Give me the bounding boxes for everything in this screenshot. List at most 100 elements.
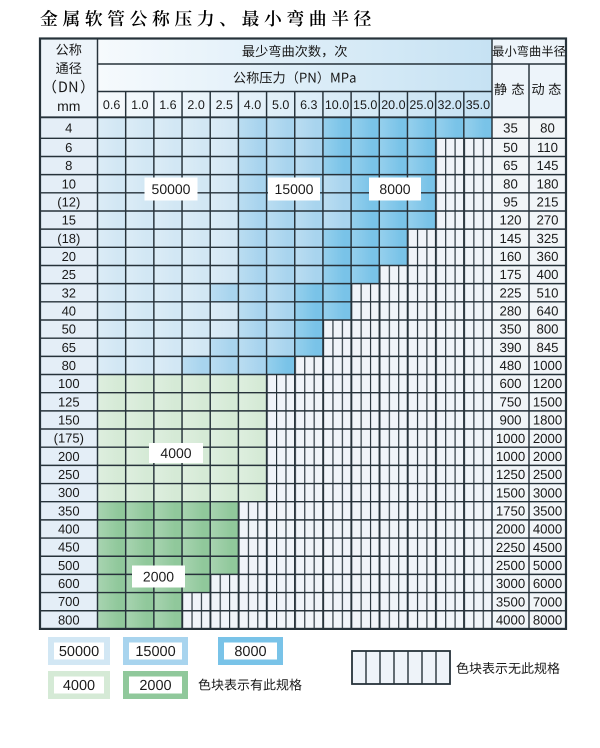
svg-text:1000: 1000 xyxy=(496,431,525,446)
svg-text:4: 4 xyxy=(65,120,72,135)
svg-text:125: 125 xyxy=(58,394,80,409)
svg-text:800: 800 xyxy=(58,612,80,627)
svg-text:95: 95 xyxy=(503,195,518,210)
svg-text:2000: 2000 xyxy=(139,678,171,694)
svg-text:4000: 4000 xyxy=(533,522,562,537)
svg-text:1800: 1800 xyxy=(533,413,562,428)
svg-text:6: 6 xyxy=(65,140,72,155)
svg-text:80: 80 xyxy=(540,120,555,135)
svg-text:2.0: 2.0 xyxy=(187,98,204,112)
svg-text:845: 845 xyxy=(536,340,558,355)
svg-text:35.0: 35.0 xyxy=(466,98,490,112)
svg-text:32.0: 32.0 xyxy=(438,98,462,112)
svg-text:1000: 1000 xyxy=(533,358,562,373)
svg-text:7000: 7000 xyxy=(533,594,562,609)
svg-text:2500: 2500 xyxy=(533,467,562,482)
svg-text:50000: 50000 xyxy=(59,644,99,660)
svg-text:2000: 2000 xyxy=(496,522,525,537)
svg-text:180: 180 xyxy=(536,176,558,191)
svg-text:65: 65 xyxy=(62,340,76,355)
svg-text:400: 400 xyxy=(536,267,558,282)
svg-text:300: 300 xyxy=(58,485,80,500)
svg-text:325: 325 xyxy=(536,231,558,246)
svg-text:110: 110 xyxy=(537,140,558,155)
svg-text:2500: 2500 xyxy=(496,558,525,573)
svg-text:25: 25 xyxy=(62,267,76,282)
svg-text:10.0: 10.0 xyxy=(325,98,349,112)
svg-text:160: 160 xyxy=(499,249,521,264)
svg-text:8000: 8000 xyxy=(234,644,266,660)
svg-text:32: 32 xyxy=(62,285,76,300)
svg-text:175: 175 xyxy=(499,267,521,282)
svg-text:4000: 4000 xyxy=(63,678,95,694)
svg-text:3000: 3000 xyxy=(496,576,525,591)
svg-text:640: 640 xyxy=(536,304,558,319)
svg-text:6000: 6000 xyxy=(533,576,562,591)
svg-text:1500: 1500 xyxy=(533,394,562,409)
svg-text:0.6: 0.6 xyxy=(103,98,120,112)
svg-text:500: 500 xyxy=(58,558,80,573)
svg-text:145: 145 xyxy=(536,158,558,173)
svg-text:215: 215 xyxy=(536,195,558,210)
svg-text:600: 600 xyxy=(58,576,80,591)
svg-text:390: 390 xyxy=(499,340,521,355)
svg-text:750: 750 xyxy=(499,394,521,409)
svg-text:5000: 5000 xyxy=(533,558,562,573)
svg-text:50: 50 xyxy=(503,140,518,155)
svg-text:80: 80 xyxy=(503,176,518,191)
svg-text:800: 800 xyxy=(536,322,558,337)
svg-text:450: 450 xyxy=(58,540,80,555)
svg-text:2250: 2250 xyxy=(496,540,525,555)
svg-text:8: 8 xyxy=(65,158,72,173)
svg-text:4.0: 4.0 xyxy=(244,98,261,112)
svg-text:40: 40 xyxy=(62,304,76,319)
svg-text:8000: 8000 xyxy=(533,613,562,628)
svg-text:700: 700 xyxy=(58,594,80,609)
svg-text:145: 145 xyxy=(499,231,521,246)
svg-text:400: 400 xyxy=(58,522,80,537)
svg-text:2000: 2000 xyxy=(533,449,562,464)
svg-text:350: 350 xyxy=(58,503,80,518)
svg-text:10: 10 xyxy=(62,176,76,191)
svg-text:4500: 4500 xyxy=(533,540,562,555)
svg-text:mm: mm xyxy=(57,98,80,114)
svg-text:1250: 1250 xyxy=(496,467,525,482)
svg-text:270: 270 xyxy=(536,213,558,228)
svg-text:900: 900 xyxy=(499,413,521,428)
svg-text:(175): (175) xyxy=(54,431,84,446)
svg-text:1750: 1750 xyxy=(496,503,525,518)
svg-text:50000: 50000 xyxy=(152,181,191,197)
svg-text:8000: 8000 xyxy=(379,181,410,197)
svg-text:360: 360 xyxy=(536,249,558,264)
svg-text:20.0: 20.0 xyxy=(381,98,405,112)
svg-text:15000: 15000 xyxy=(275,181,314,197)
svg-text:3500: 3500 xyxy=(496,594,525,609)
svg-text:15000: 15000 xyxy=(135,644,175,660)
svg-text:350: 350 xyxy=(499,322,521,337)
svg-text:100: 100 xyxy=(58,376,80,391)
svg-text:2.5: 2.5 xyxy=(216,98,233,112)
svg-text:50: 50 xyxy=(62,322,76,337)
svg-text:510: 510 xyxy=(536,285,558,300)
svg-text:4000: 4000 xyxy=(496,613,525,628)
svg-text:1200: 1200 xyxy=(533,376,562,391)
svg-text:120: 120 xyxy=(499,213,521,228)
svg-text:280: 280 xyxy=(499,304,521,319)
svg-text:200: 200 xyxy=(58,449,80,464)
svg-text:1.6: 1.6 xyxy=(159,98,176,112)
svg-text:2000: 2000 xyxy=(143,568,174,584)
svg-text:480: 480 xyxy=(499,358,521,373)
svg-text:1000: 1000 xyxy=(496,449,525,464)
svg-text:150: 150 xyxy=(58,413,80,428)
svg-text:20: 20 xyxy=(62,249,76,264)
svg-text:(12): (12) xyxy=(57,195,80,210)
svg-text:4000: 4000 xyxy=(160,445,191,461)
svg-text:80: 80 xyxy=(62,358,76,373)
svg-text:25.0: 25.0 xyxy=(409,98,433,112)
svg-text:1.0: 1.0 xyxy=(131,98,148,112)
svg-text:1500: 1500 xyxy=(496,485,525,500)
svg-text:600: 600 xyxy=(499,376,521,391)
svg-text:250: 250 xyxy=(58,467,80,482)
svg-text:225: 225 xyxy=(499,285,521,300)
svg-text:6.3: 6.3 xyxy=(300,98,317,112)
